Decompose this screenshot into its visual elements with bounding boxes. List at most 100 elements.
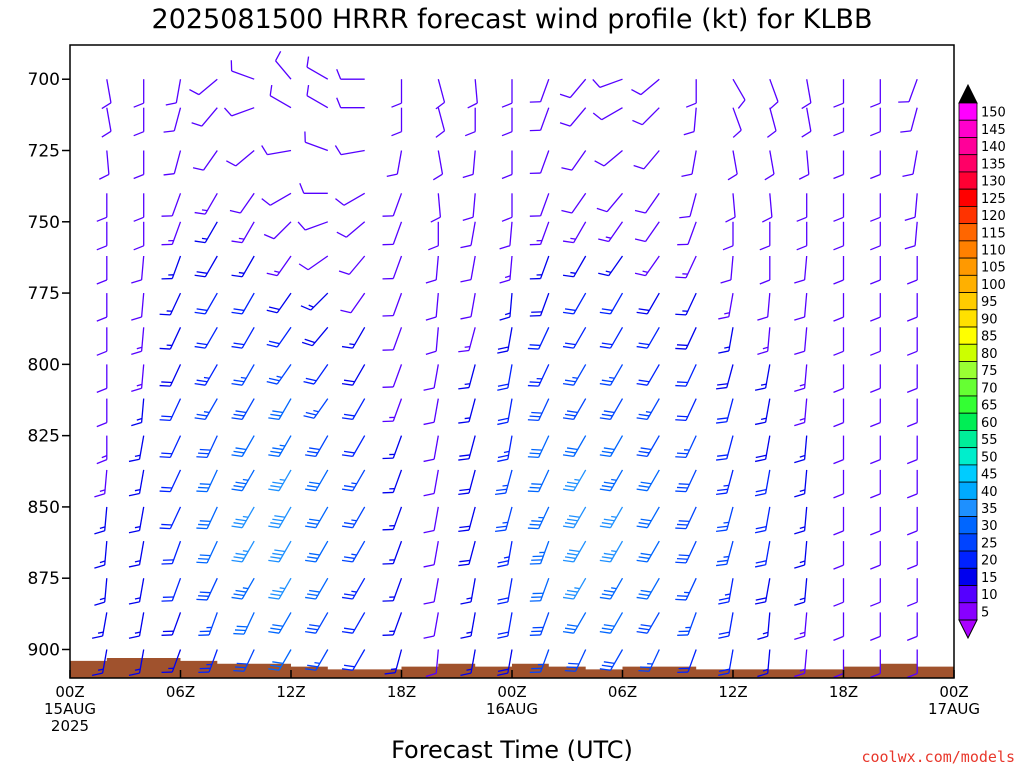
colorbar-label: 65 [981, 399, 998, 414]
wind-barb-half [466, 597, 472, 600]
wind-barb-half [605, 236, 612, 239]
wind-barb-full [640, 518, 652, 522]
wind-barb-staff [437, 107, 446, 132]
wind-barb-full [564, 413, 576, 417]
colorbar-label: 145 [981, 123, 1006, 138]
wind-barb-full [307, 556, 318, 560]
wind-barb [233, 649, 255, 672]
wind-barb-full [236, 662, 248, 665]
wind-barb [341, 326, 366, 349]
wind-barb-full [640, 447, 652, 451]
wind-barb [96, 364, 108, 394]
wind-barb-half [274, 270, 280, 274]
wind-barb-full [794, 387, 805, 393]
wind-barb-full [501, 173, 513, 180]
wind-barb-full [796, 216, 807, 222]
colorbar-label: 110 [981, 243, 1006, 258]
wind-barb-full [601, 556, 613, 560]
wind-barb-staff [169, 469, 182, 492]
colorbar-label: 95 [981, 295, 998, 310]
wind-barb [757, 327, 771, 355]
wind-barb-full [270, 627, 282, 631]
wind-barb-staff [910, 107, 918, 132]
colorbar-swatch [958, 223, 978, 242]
wind-barb-full [638, 670, 650, 672]
wind-barb-full [564, 627, 576, 631]
wind-barb-full [599, 311, 611, 315]
wind-barb [261, 145, 292, 156]
wind-barb-half [134, 631, 141, 634]
wind-barb [96, 193, 108, 222]
wind-barb-full [309, 518, 320, 522]
wind-barb-half [645, 411, 652, 414]
wind-barb [495, 506, 513, 533]
wind-barb-staff [392, 327, 403, 351]
colorbar-swatch [958, 567, 978, 586]
wind-barb-staff [198, 78, 218, 96]
wind-barb-full [833, 316, 844, 322]
wind-barb-half [464, 417, 471, 420]
wind-barb [98, 150, 110, 180]
wind-barb-full [531, 630, 542, 633]
wind-barb-full [678, 667, 690, 670]
wind-barb-full [870, 279, 881, 285]
wind-barb-full [599, 596, 611, 600]
wind-barb-full [161, 452, 173, 455]
wind-barb [529, 150, 550, 175]
wind-barb-full [562, 559, 574, 563]
wind-barb [900, 107, 918, 133]
wind-barb-half [389, 488, 395, 490]
wind-barb-staff [645, 192, 660, 214]
colorbar-label: 80 [981, 347, 998, 362]
wind-barb-staff [204, 221, 218, 243]
wind-barb-staff [539, 150, 550, 174]
wind-barb-staff [273, 221, 292, 240]
wind-barb-staff [305, 141, 329, 152]
wind-barb [159, 398, 182, 422]
wind-barb-full [382, 600, 394, 602]
wind-barb-full [270, 522, 282, 525]
wind-barb-half [99, 560, 106, 564]
wind-barb [425, 255, 439, 284]
wind-barb-staff [646, 506, 660, 529]
wind-barb-full [343, 664, 355, 668]
wind-barb-half [349, 343, 355, 346]
wind-barb [906, 649, 918, 679]
wind-barb-full [266, 272, 278, 277]
wind-barb [91, 649, 108, 676]
wind-barb [458, 506, 476, 533]
wind-barb-half [536, 239, 542, 242]
wind-barb [898, 78, 918, 103]
wind-barb-half [799, 560, 806, 564]
y-tick-label: 725 [28, 142, 60, 162]
wind-barb-full [458, 349, 470, 353]
wind-barb-staff [571, 150, 587, 171]
wind-barb-full [391, 102, 402, 108]
wind-barb-full [716, 386, 727, 390]
colorbar-label: 130 [981, 175, 1006, 190]
wind-barb [870, 327, 881, 356]
wind-barb-full [423, 492, 435, 497]
wind-barb [599, 469, 624, 492]
wind-barb-staff [914, 193, 918, 218]
wind-barb-full [462, 173, 474, 179]
wind-barb-full [900, 130, 912, 133]
wind-barb [675, 435, 697, 459]
wind-barb [159, 327, 182, 350]
wind-barb-half [723, 555, 729, 558]
wind-barb-full [263, 233, 275, 240]
wind-barb-staff [235, 150, 255, 167]
wind-barb-full [562, 525, 574, 529]
colorbar-label: 25 [981, 536, 998, 551]
y-tick-label: 900 [28, 640, 60, 660]
colorbar-swatch [958, 395, 978, 414]
colorbar-swatch [958, 119, 978, 138]
wind-barb-full [601, 485, 613, 488]
wind-barb-full [382, 563, 394, 565]
wind-barb-full [305, 454, 316, 458]
wind-barb-staff [239, 192, 255, 214]
wind-barb-full [870, 601, 881, 607]
wind-barb [94, 541, 108, 569]
wind-barb [96, 221, 108, 251]
wind-barb [559, 78, 587, 99]
